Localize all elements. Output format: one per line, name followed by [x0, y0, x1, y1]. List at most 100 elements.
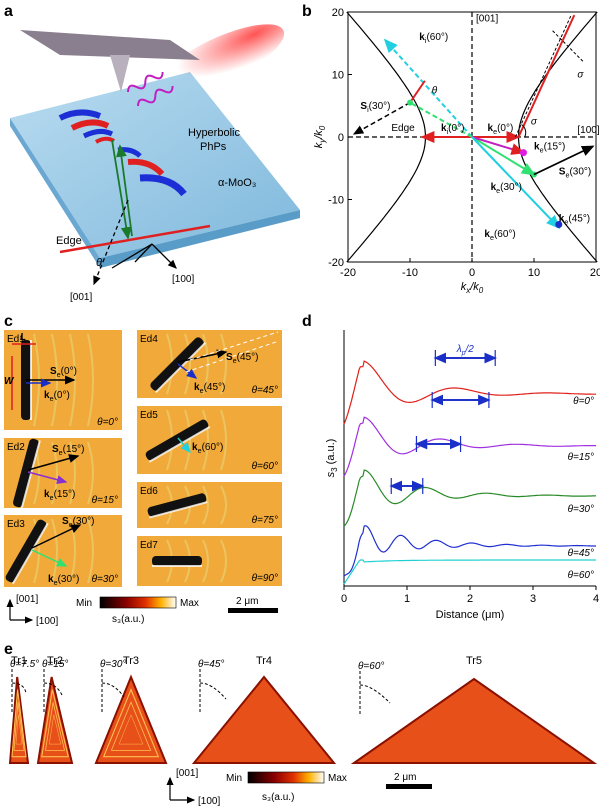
- fringe: [220, 409, 227, 471]
- fringe: [11, 689, 27, 758]
- se30-vector: [533, 145, 595, 176]
- green-arrow-down: [111, 139, 132, 240]
- normal-dashed: [552, 30, 584, 63]
- scattered-photon-icon: [137, 85, 174, 107]
- fringe: [102, 688, 160, 758]
- panel-d: d 0 1 2 3 4 Distance (μm) s3 (a.u.) θ=0° θ=15° θ=…: [302, 313, 599, 621]
- annotation-label: σ: [577, 70, 584, 81]
- edge-images: Ed1θ=0°Ed2θ=15°Ed3θ=30°Ed4θ=45°Ed5θ=60°E…: [4, 330, 282, 587]
- afm-cantilever: [20, 30, 200, 60]
- c-colorbar-min: Min: [76, 598, 92, 609]
- ed4-dashed-1: [189, 331, 279, 361]
- profile-line: [343, 525, 596, 577]
- edge-bright-line: [11, 522, 49, 585]
- se45-label: Se(45°): [226, 352, 258, 365]
- annotation-label: σ: [531, 117, 538, 128]
- fringe: [202, 409, 209, 471]
- edge-bright-line: [20, 440, 41, 509]
- tr-label: Tr2: [47, 655, 63, 667]
- si30-vector: [352, 101, 411, 135]
- edge-bar: [5, 519, 47, 583]
- se15-arrow: [27, 454, 80, 471]
- ke30-arrow: [31, 549, 68, 567]
- theta-arc: [359, 684, 391, 704]
- ed4-dashed-2: [185, 341, 277, 373]
- panel-a: a Hyperbolic: [4, 3, 300, 303]
- ke0-label: ke(0°): [44, 390, 70, 403]
- axis-origin-line: [134, 243, 153, 263]
- theta-label: θ=7.5°: [10, 659, 39, 670]
- L-label: L: [20, 332, 26, 343]
- e-axis-100-label: [100]: [198, 796, 220, 806]
- fringe: [118, 714, 144, 745]
- ke15-dot: [519, 149, 527, 157]
- panel-a-label: a: [4, 3, 13, 20]
- ed-label: Ed7: [140, 540, 158, 551]
- ed-label: Ed6: [140, 486, 158, 497]
- y-tick-label: 0: [338, 132, 344, 144]
- ke60-label: ke(60°): [192, 442, 223, 455]
- theta-label: θ=15°: [42, 659, 68, 670]
- theta-label: θ=15°: [92, 495, 118, 506]
- W-label: W: [4, 376, 15, 387]
- panel-b: b -20 -10 0 10 20 20 10 0 -10 -20 kx/k0 ky/k0 [001] […: [302, 3, 600, 295]
- e-colorbar: [247, 771, 325, 784]
- edge-line-right-dashed: [514, 14, 572, 138]
- theta-label: θ=45°: [252, 385, 278, 396]
- axis-left-line: [111, 243, 153, 269]
- c-axis-001-label: [001]: [16, 594, 38, 605]
- fringe: [202, 485, 209, 525]
- theta-label: θ=60°: [252, 461, 278, 472]
- axis-001-label: [001]: [70, 292, 92, 303]
- tr-label: Tr3: [123, 655, 139, 667]
- y-tick-label: -20: [328, 257, 344, 269]
- edge-image-6: Ed6 θ=75°: [137, 482, 282, 528]
- ke15-vector: [471, 136, 526, 155]
- vector-label: ki(60°): [419, 32, 448, 45]
- y-axis-label: s3 (a.u.): [325, 439, 339, 478]
- axis-001-arrow: [93, 199, 129, 286]
- x-tick-label: 3: [530, 593, 536, 605]
- phps-wavefronts: [58, 109, 187, 197]
- edge-label: Edge: [56, 235, 82, 247]
- se30-label: Se(30°): [62, 516, 94, 529]
- triangle-image-4: Tr4 θ=45°: [191, 655, 337, 764]
- image-background: [137, 406, 282, 474]
- e-colorbar-label: s₃(a.u.): [262, 792, 294, 803]
- lambda-label: λp/2: [456, 344, 475, 357]
- vector-label: Se(30°): [559, 167, 591, 180]
- x-tick-label: -10: [402, 267, 418, 279]
- series-label: θ=15°: [568, 452, 594, 463]
- crystal-left-side: [10, 118, 100, 268]
- profile-line: [343, 559, 596, 585]
- y-tick-label: -10: [328, 195, 344, 207]
- edge-bar: [150, 337, 204, 391]
- edge-line-right: [517, 14, 576, 138]
- edge-image-3: Ed3 θ=30°: [4, 515, 122, 587]
- fringe: [51, 441, 58, 505]
- e-axis-001-label: [001]: [176, 768, 198, 779]
- vector-label: ki(0°): [441, 123, 464, 136]
- series-label: θ=60°: [568, 570, 594, 581]
- x-tick-label: 10: [528, 267, 540, 279]
- x-tick-label: 2: [467, 593, 473, 605]
- theta-label: θ: [96, 257, 102, 269]
- fringe: [184, 409, 191, 471]
- fringe: [87, 441, 94, 505]
- edge-bright-line: [155, 342, 206, 393]
- tr-label: Tr5: [466, 655, 482, 667]
- axis-100-arrow: [151, 243, 177, 269]
- e-scalebar-label: 2 μm: [394, 772, 416, 783]
- theta-label: θ=45°: [198, 659, 224, 670]
- se30-arrow: [31, 524, 82, 549]
- fringe: [87, 333, 94, 427]
- e-colorbar-min: Min: [226, 773, 242, 784]
- x-tick-label: 20: [590, 267, 600, 279]
- edge-bar: [13, 438, 39, 508]
- fringe: [41, 689, 69, 758]
- theta-arc: [43, 682, 63, 696]
- theta-arc: [199, 682, 227, 700]
